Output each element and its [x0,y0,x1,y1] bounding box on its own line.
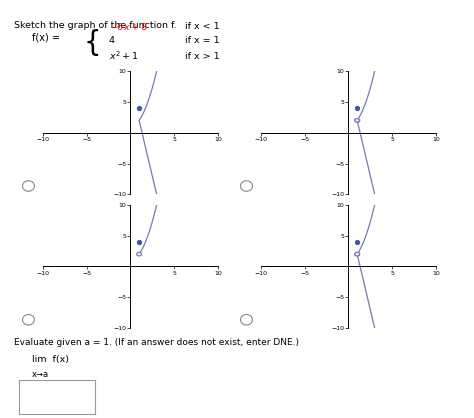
Text: ●  -/2 points  TanApMath5 9.1.020.: ● -/2 points TanApMath5 9.1.020. [21,5,179,14]
Circle shape [137,252,142,256]
Text: x→a: x→a [32,370,49,380]
Circle shape [355,252,360,256]
Circle shape [22,181,35,191]
Text: if x < 1: if x < 1 [185,22,220,31]
Circle shape [355,119,360,122]
Circle shape [240,181,253,191]
Circle shape [240,314,253,325]
Circle shape [355,252,360,256]
Circle shape [22,314,35,325]
Text: Evaluate given a = 1. (If an answer does not exist, enter DNE.): Evaluate given a = 1. (If an answer does… [14,339,299,347]
Text: lim  f(x): lim f(x) [32,354,69,364]
Text: 5.: 5. [4,5,14,14]
Text: if x > 1: if x > 1 [185,51,220,61]
Text: f(x) =: f(x) = [32,33,60,43]
Text: $x^2+1$: $x^2+1$ [109,50,138,62]
Circle shape [355,119,360,122]
Text: Sketch the graph of the function f.: Sketch the graph of the function f. [14,21,177,30]
Text: if x = 1: if x = 1 [185,36,220,45]
Text: $-6x+8$: $-6x+8$ [109,20,147,32]
Text: 4: 4 [109,36,115,45]
Text: {: { [84,29,101,57]
